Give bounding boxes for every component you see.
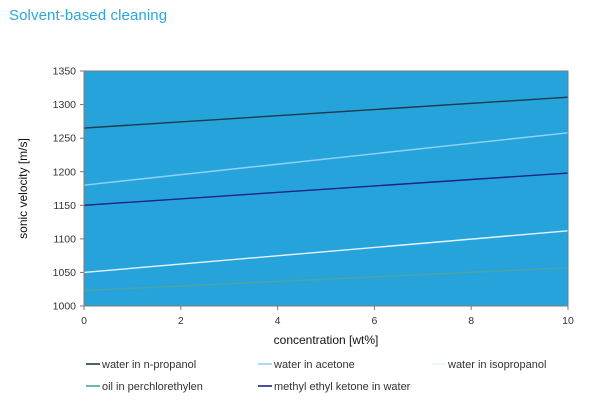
y-tick-label: 1200 bbox=[53, 166, 77, 178]
y-tick-label: 1100 bbox=[53, 233, 76, 245]
x-tick-label: 4 bbox=[275, 315, 281, 327]
legend: water in n-propanol water in acetone water… bbox=[86, 359, 546, 393]
y-tick-label: 1250 bbox=[53, 133, 77, 145]
x-axis-ticks: 0 2 4 6 8 10 bbox=[81, 306, 574, 327]
series-line-1 bbox=[83, 132, 569, 186]
y-tick-label: 1000 bbox=[53, 301, 77, 313]
x-tick-label: 6 bbox=[371, 315, 377, 327]
y-tick-label: 1350 bbox=[53, 66, 77, 78]
y-axis-title: sonic velocity [m/s] bbox=[16, 138, 30, 239]
x-tick-label: 8 bbox=[468, 315, 474, 327]
series-line-2 bbox=[83, 230, 569, 274]
legend-label-4: methyl ethyl ketone in water bbox=[274, 381, 411, 393]
page-title: Solvent-based cleaning bbox=[9, 7, 168, 24]
y-axis-ticks: 1000 1050 1100 1150 1200 1250 1300 1350 bbox=[53, 66, 84, 313]
series-line-4 bbox=[83, 172, 569, 206]
legend-label-2: water in isopropanol bbox=[447, 359, 546, 371]
series-line-0 bbox=[83, 96, 569, 129]
y-tick-label: 1300 bbox=[53, 99, 77, 111]
legend-label-1: water in acetone bbox=[273, 359, 355, 371]
series-layer bbox=[83, 96, 569, 292]
legend-label-0: water in n-propanol bbox=[101, 359, 196, 371]
x-tick-label: 2 bbox=[178, 315, 184, 327]
series-line-3 bbox=[83, 267, 569, 292]
y-tick-label: 1150 bbox=[53, 200, 76, 212]
x-tick-label: 0 bbox=[81, 315, 87, 327]
legend-label-3: oil in perchlorethylen bbox=[102, 381, 203, 393]
x-axis-title: concentration [wt%] bbox=[274, 333, 379, 347]
plot-frame bbox=[83, 70, 569, 307]
y-tick-label: 1050 bbox=[53, 267, 77, 279]
x-tick-label: 10 bbox=[562, 315, 574, 327]
